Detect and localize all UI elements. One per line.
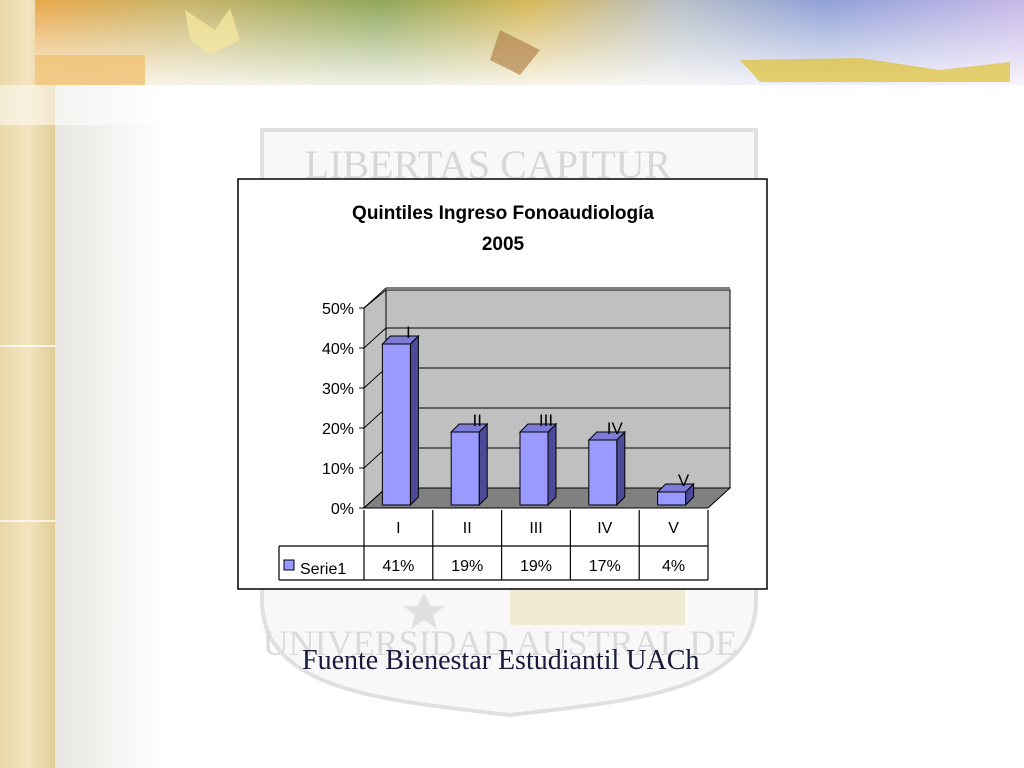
bar [518,422,558,507]
bar-face [588,439,618,506]
y-tick-label: 30% [322,381,354,398]
bar-point-label: IV [607,419,624,438]
gridline [363,327,387,349]
bar-face [450,431,480,506]
bar-side [616,430,626,507]
bar-face [381,343,411,506]
chart-title: Quintiles Ingreso Fonoaudiología [352,203,654,224]
data-table-value: 4% [662,558,685,575]
bar-side [409,334,419,507]
point-labels: III III IVV [406,323,690,490]
source-caption: Fuente Bienestar Estudiantil UACh [302,645,700,676]
data-table-value: 41% [382,558,414,575]
y-tick-label: 40% [322,341,354,358]
bar [587,430,627,507]
y-axis: 0% 10% 20% 30% 40% 50% [322,301,364,518]
bar-point-label: III [539,411,553,430]
x-category-label: III [529,520,542,537]
bar-face [519,431,549,506]
bars [381,334,695,507]
y-tick-label: 20% [322,421,354,438]
y-tick-label: 0% [331,501,354,518]
bar [449,422,489,507]
plot-area: 0%10%20%30%40%50% III III IVV [322,287,732,518]
x-category-label: II [463,520,472,537]
x-category-label: V [668,520,679,537]
bar [656,482,695,507]
bar-point-label: V [678,471,690,490]
bar-point-label: II [472,411,481,430]
x-category-label: I [396,520,400,537]
watermark-ring-text: UNIVERSIDAD AUSTRAL DE [263,623,738,663]
y-tick-label: 50% [322,301,354,318]
gridline [363,287,387,309]
gridlines [363,287,730,509]
data-table-value: 19% [451,558,483,575]
bar-side [547,422,557,507]
bar-face [657,491,687,506]
chart-subtitle: 2005 [482,234,525,255]
data-table: Serie1 I 41% II 19% III 19% IV 17% V 4% [278,510,709,581]
bar-point-label: I [406,323,411,342]
bar-side [478,422,488,507]
plot-back-wall [385,289,731,489]
legend-key [283,559,295,571]
x-category-label: IV [597,520,612,537]
legend-series-name: Serie1 [300,561,346,578]
data-table-value: 17% [589,558,621,575]
bar [381,334,420,507]
data-table-value: 19% [520,558,552,575]
y-tick-label: 10% [322,461,354,478]
